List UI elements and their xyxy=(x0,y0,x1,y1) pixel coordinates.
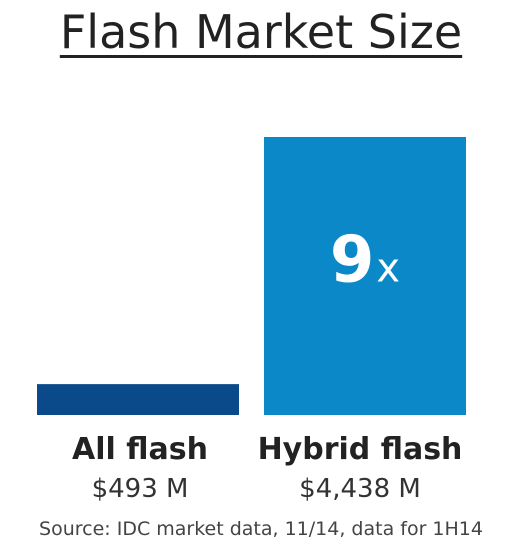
bar-all-flash xyxy=(37,384,239,415)
category-label-all-flash: All flash xyxy=(72,432,208,467)
multiplier-suffix: x xyxy=(376,246,400,292)
value-label-hybrid-flash: $4,438 M xyxy=(299,474,421,504)
multiplier-number: 9 xyxy=(330,224,375,298)
multiplier-annotation: 9x xyxy=(330,224,400,298)
category-label-hybrid-flash: Hybrid flash xyxy=(257,432,463,467)
bar-hybrid-flash xyxy=(264,137,466,415)
value-label-all-flash: $493 M xyxy=(91,474,189,504)
chart-title: Flash Market Size xyxy=(59,5,463,59)
source-note: Source: IDC market data, 11/14, data for… xyxy=(39,518,483,540)
